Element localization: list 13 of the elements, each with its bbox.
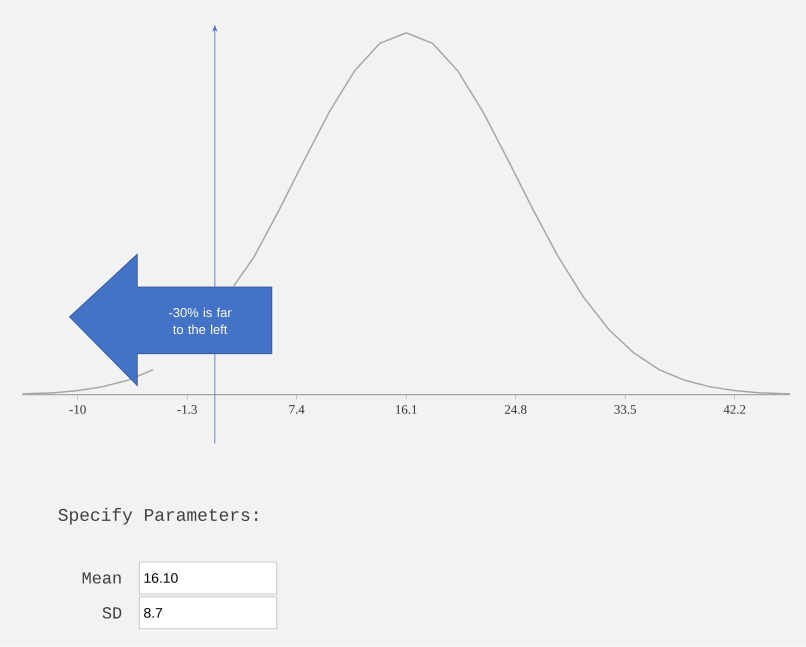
x-tick-label: -1.3 [177, 405, 197, 414]
x-tick-label: 16.1 [396, 405, 417, 414]
x-tick-label: 42.2 [724, 405, 746, 414]
x-tick-label: 7.4 [289, 405, 305, 414]
text: SD [102, 607, 122, 619]
annotation: -30% is far to the left [169, 308, 232, 334]
x-tick-label: -10 [70, 405, 86, 414]
text: 16.10 [144, 573, 178, 584]
text: Specify Parameters: [58, 508, 258, 525]
x-tick-label: 24.8 [504, 405, 526, 414]
text: 8.7 [144, 608, 162, 618]
x-tick-label: 33.5 [614, 405, 636, 414]
text: Mean [82, 572, 121, 584]
